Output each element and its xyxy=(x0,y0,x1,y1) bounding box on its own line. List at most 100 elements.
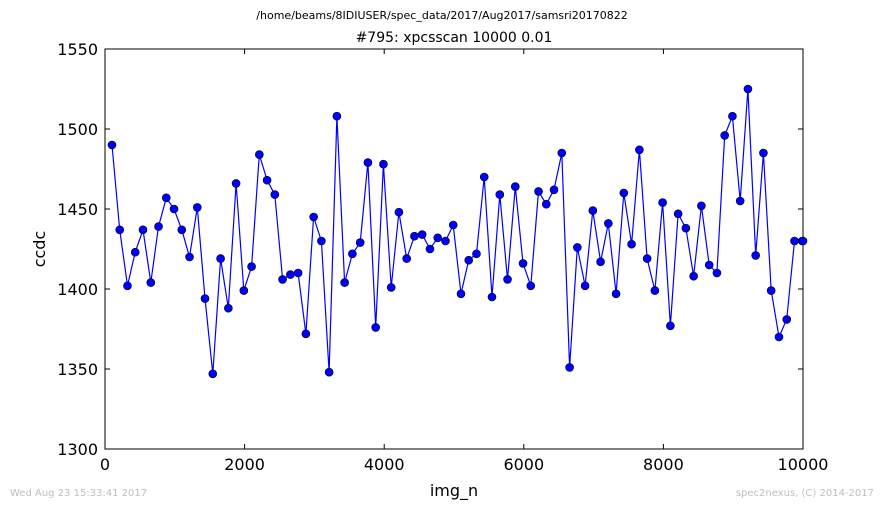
data-point xyxy=(208,369,218,379)
data-point xyxy=(681,223,691,233)
data-point xyxy=(123,281,132,291)
data-point xyxy=(619,188,629,198)
data-point xyxy=(735,196,745,206)
data-point xyxy=(146,278,156,287)
x-tick-label: 6000 xyxy=(503,455,544,474)
data-point xyxy=(317,236,326,246)
data-point xyxy=(425,244,435,254)
data-point xyxy=(596,257,605,267)
data-point xyxy=(402,254,411,263)
data-point xyxy=(177,225,187,235)
data-point xyxy=(363,158,373,167)
data-point xyxy=(573,243,582,252)
data-point xyxy=(270,190,280,199)
data-point xyxy=(479,172,489,182)
data-point xyxy=(371,323,380,332)
data-point xyxy=(192,203,202,212)
data-point xyxy=(766,286,776,295)
data-point xyxy=(782,315,792,324)
footer-credit: spec2nexus, (C) 2014-2017 xyxy=(735,488,874,499)
data-point xyxy=(433,233,443,243)
data-point xyxy=(728,111,737,121)
data-point xyxy=(487,292,497,302)
data-point xyxy=(115,225,125,235)
data-point xyxy=(720,131,729,140)
data-point xyxy=(448,220,458,230)
data-point xyxy=(580,281,590,291)
data-point xyxy=(231,179,241,188)
data-point xyxy=(278,275,287,284)
data-point xyxy=(169,204,179,214)
data-point xyxy=(309,212,318,222)
data-point xyxy=(456,289,466,299)
data-point xyxy=(138,225,148,235)
data-point xyxy=(340,278,349,287)
data-point xyxy=(549,185,559,195)
data-point xyxy=(410,231,419,241)
series-line xyxy=(111,88,803,374)
data-point xyxy=(348,249,357,259)
data-point xyxy=(627,239,636,249)
data-point xyxy=(332,111,342,121)
data-point xyxy=(650,286,660,295)
data-point xyxy=(441,236,450,246)
data-point xyxy=(635,145,644,155)
data-point xyxy=(379,159,388,169)
data-point xyxy=(604,219,613,228)
x-tick-label: 4000 xyxy=(364,455,405,474)
data-point xyxy=(666,321,675,331)
data-point xyxy=(355,238,365,247)
data-point xyxy=(262,175,272,185)
data-point xyxy=(130,247,140,257)
data-point xyxy=(790,236,799,246)
data-point xyxy=(216,254,225,263)
data-point xyxy=(495,190,505,199)
x-tick-label: 8000 xyxy=(643,455,684,474)
data-point xyxy=(386,283,396,292)
data-point xyxy=(255,150,264,159)
data-point xyxy=(565,363,574,372)
y-tick-label: 1350 xyxy=(57,360,98,379)
y-tick-label: 1450 xyxy=(57,200,98,219)
data-point xyxy=(200,294,210,303)
x-axis-label: img_n xyxy=(430,481,478,501)
x-tick-label: 0 xyxy=(100,455,110,474)
data-point xyxy=(394,207,404,217)
data-point xyxy=(526,281,536,291)
y-axis-label: ccdc xyxy=(30,231,49,268)
y-tick-label: 1500 xyxy=(57,120,98,139)
data-point xyxy=(503,275,512,284)
data-point xyxy=(472,249,481,259)
data-point xyxy=(743,84,753,94)
data-point xyxy=(673,209,683,219)
x-tick-label: 2000 xyxy=(224,455,265,474)
y-tick-label: 1400 xyxy=(57,280,98,299)
data-point xyxy=(759,148,768,158)
data-point xyxy=(324,367,334,377)
data-point xyxy=(161,193,171,203)
data-point xyxy=(224,303,233,313)
data-point xyxy=(301,329,311,339)
data-point xyxy=(712,268,722,278)
data-point xyxy=(518,259,528,268)
footer-timestamp: Wed Aug 23 15:33:41 2017 xyxy=(10,488,148,499)
data-point xyxy=(239,286,249,295)
data-point xyxy=(798,236,808,246)
data-point xyxy=(417,230,427,239)
data-point xyxy=(510,182,520,191)
data-point xyxy=(588,206,598,215)
data-point xyxy=(697,201,706,211)
chart-title: #795: xpcsscan 10000 0.01 xyxy=(355,30,553,46)
data-point xyxy=(154,222,163,231)
data-point xyxy=(751,251,760,260)
data-point xyxy=(557,148,567,158)
data-point xyxy=(541,199,551,209)
data-point xyxy=(642,254,652,263)
data-point xyxy=(286,270,295,279)
data-point xyxy=(464,255,474,265)
data-point xyxy=(774,332,784,342)
plot-frame xyxy=(104,48,804,450)
data-point xyxy=(107,140,117,150)
y-tick-label: 1300 xyxy=(57,440,98,459)
